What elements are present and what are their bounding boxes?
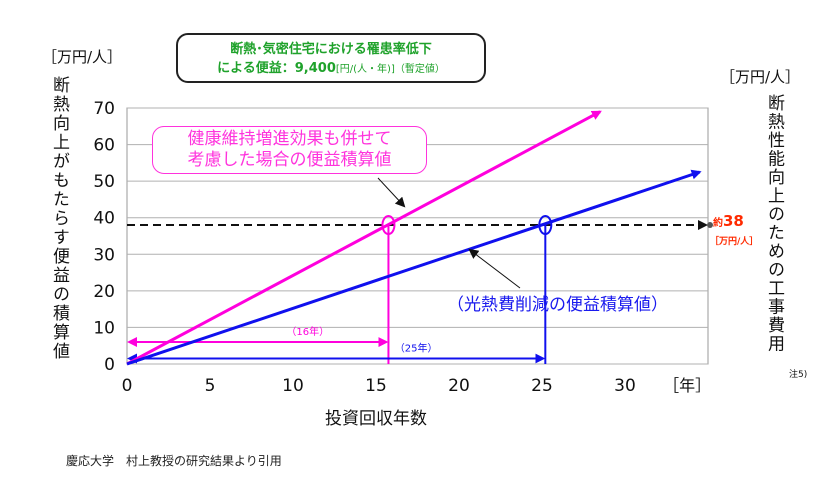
x-tick-label: 5: [205, 376, 216, 396]
callout-note: （暫定値）: [394, 64, 445, 75]
cost-value: 38: [723, 212, 744, 230]
y-tick-label: 0: [104, 355, 115, 375]
pink-label-leader: [377, 177, 406, 208]
y-tick-label: 60: [93, 136, 115, 156]
blue-label-leader: [468, 248, 521, 289]
y-tick-label: 20: [93, 282, 115, 302]
intersection-marker: [381, 215, 396, 236]
x-tick-label: 15: [365, 376, 387, 396]
right-note: 注5): [789, 370, 808, 380]
y-tick-label: 50: [93, 172, 115, 192]
callout-line2-wrap: による便益：9,400[円/(人・年)]（暫定値）: [178, 59, 484, 79]
y-tick-label: 40: [93, 209, 115, 229]
payback-label: （25年）: [395, 342, 438, 355]
intersection-marker: [538, 215, 553, 236]
series-line: [126, 169, 702, 366]
y-unit-left: ［万円/人］: [42, 48, 123, 66]
series-line: [126, 110, 602, 366]
payback-arrow-start: [127, 337, 137, 348]
callout-line1: 断熱･気密住宅における罹患率低下: [230, 42, 432, 57]
callout-line2: による便益：9,400: [217, 61, 336, 76]
pink-series-label: 健康維持増進効果も併せて 考慮した場合の便益積算値: [152, 126, 427, 174]
x-tick-label: 0: [122, 376, 133, 396]
x-tick-label: 10: [282, 376, 304, 396]
cost-line-end-dot: [707, 222, 713, 229]
source-citation: 慶応大学 村上教授の研究結果より引用: [66, 454, 282, 468]
y-tick-label: 70: [93, 99, 115, 119]
y-unit-right: ［万円/人］: [720, 68, 801, 86]
y-tick-label: 10: [93, 318, 115, 338]
x-tick-label: 30: [614, 376, 636, 396]
x-tick-label: 20: [448, 376, 470, 396]
y-axis-title-right: 断熱性能向上のための工事費用: [764, 94, 784, 353]
pink-label-line2: 考慮した場合の便益積算値: [187, 150, 392, 170]
x-axis-title: 投資回収年数: [325, 409, 427, 429]
y-tick-label: 30: [93, 245, 115, 265]
x-unit-label: ［年］: [663, 376, 711, 395]
payback-label: （16年）: [286, 325, 329, 338]
x-tick-label: 25: [531, 376, 553, 396]
callout-unit: [円/(人・年)]: [335, 64, 395, 75]
cost-value-label: 約38: [713, 211, 744, 230]
blue-series-label: （光熱費削減の便益積算値）: [447, 295, 668, 315]
cost-prefix: 約: [713, 218, 723, 229]
callout-box: 断熱･気密住宅における罹患率低下 による便益：9,400[円/(人・年)]（暫定…: [176, 33, 486, 83]
cost-unit: ［万円/人］: [710, 237, 759, 247]
y-axis-title-left: 断熱向上がもたらす便益の積算値: [49, 76, 69, 361]
pink-label-line1: 健康維持増進効果も併せて: [187, 129, 392, 149]
